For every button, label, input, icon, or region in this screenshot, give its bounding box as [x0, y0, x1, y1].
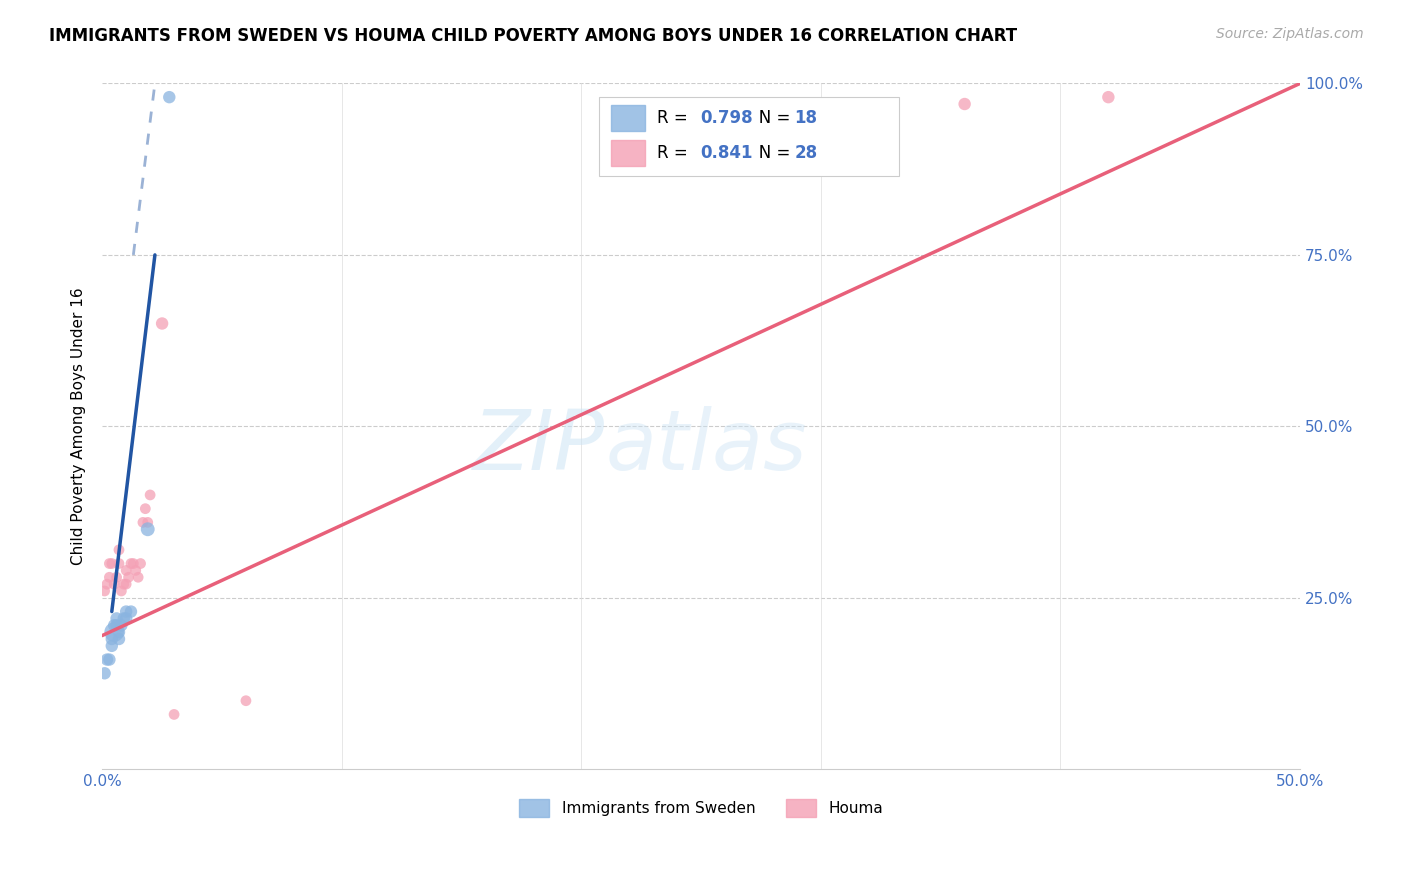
- Y-axis label: Child Poverty Among Boys Under 16: Child Poverty Among Boys Under 16: [72, 287, 86, 566]
- Point: [105, 611, 128, 625]
- Bar: [612, 105, 645, 131]
- Point: [136, 522, 159, 536]
- Point: [117, 570, 139, 584]
- Point: [105, 570, 128, 584]
- Point: [139, 488, 162, 502]
- Point: [235, 694, 257, 708]
- Point: [112, 611, 135, 625]
- Point: [157, 90, 180, 104]
- Text: IMMIGRANTS FROM SWEDEN VS HOUMA CHILD POVERTY AMONG BOYS UNDER 16 CORRELATION CH: IMMIGRANTS FROM SWEDEN VS HOUMA CHILD PO…: [49, 27, 1018, 45]
- Point: [115, 611, 138, 625]
- FancyBboxPatch shape: [599, 97, 898, 176]
- Point: [98, 557, 121, 571]
- Text: 0.798: 0.798: [700, 110, 752, 128]
- Point: [125, 563, 148, 577]
- Point: [93, 666, 115, 681]
- Point: [103, 618, 125, 632]
- Point: [108, 557, 131, 571]
- Point: [101, 639, 124, 653]
- Text: N =: N =: [742, 144, 796, 161]
- Point: [103, 625, 125, 640]
- Point: [1097, 90, 1119, 104]
- Point: [953, 97, 976, 112]
- Point: [112, 577, 135, 591]
- Text: 18: 18: [794, 110, 817, 128]
- Text: N =: N =: [742, 110, 796, 128]
- Point: [96, 652, 118, 666]
- Point: [136, 516, 159, 530]
- Point: [98, 652, 121, 666]
- Point: [132, 516, 155, 530]
- Point: [108, 632, 131, 646]
- Legend: Immigrants from Sweden, Houma: Immigrants from Sweden, Houma: [513, 792, 890, 823]
- Text: 0.841: 0.841: [700, 144, 752, 161]
- Point: [101, 557, 124, 571]
- Text: atlas: atlas: [606, 407, 807, 487]
- Text: ZIP: ZIP: [474, 407, 606, 487]
- Point: [134, 501, 156, 516]
- Point: [120, 557, 142, 571]
- Point: [115, 577, 138, 591]
- Point: [163, 707, 186, 722]
- Text: 28: 28: [794, 144, 818, 161]
- Point: [108, 542, 131, 557]
- Point: [98, 570, 121, 584]
- Point: [129, 557, 152, 571]
- Point: [127, 570, 149, 584]
- Point: [120, 605, 142, 619]
- Text: R =: R =: [657, 110, 693, 128]
- Point: [108, 625, 131, 640]
- Point: [101, 632, 124, 646]
- Point: [96, 577, 118, 591]
- Point: [115, 605, 138, 619]
- Point: [105, 618, 128, 632]
- Text: Source: ZipAtlas.com: Source: ZipAtlas.com: [1216, 27, 1364, 41]
- Point: [150, 317, 173, 331]
- Point: [93, 584, 115, 599]
- Point: [103, 577, 125, 591]
- Bar: [612, 140, 645, 166]
- Point: [122, 557, 145, 571]
- Point: [110, 584, 132, 599]
- Text: R =: R =: [657, 144, 693, 161]
- Point: [115, 563, 138, 577]
- Point: [110, 618, 132, 632]
